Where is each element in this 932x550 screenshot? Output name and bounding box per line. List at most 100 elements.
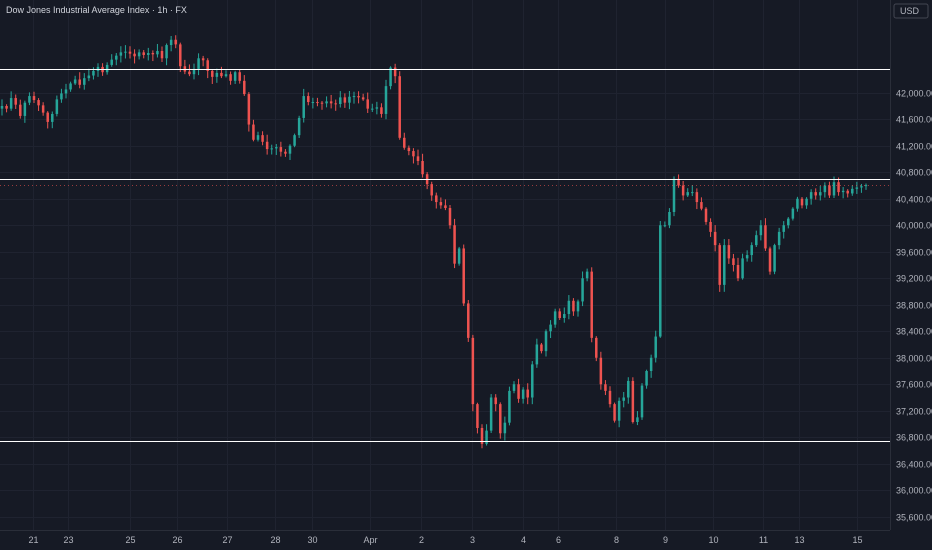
candle-body bbox=[339, 97, 342, 105]
candle bbox=[55, 95, 59, 117]
candle-body bbox=[727, 245, 731, 259]
candle-body bbox=[435, 195, 438, 203]
price-axis[interactable]: 35,600.00 36,000.00 36,400.00 36,800.00 37,2… bbox=[890, 0, 932, 550]
candle-body bbox=[777, 231, 781, 246]
candle-body bbox=[87, 75, 91, 79]
candle-body bbox=[83, 78, 86, 85]
candle bbox=[713, 225, 717, 252]
candle bbox=[14, 94, 17, 109]
candle-body bbox=[60, 93, 63, 100]
candle bbox=[718, 243, 721, 292]
candle-body bbox=[471, 337, 475, 405]
candle bbox=[197, 53, 200, 76]
candle bbox=[416, 149, 420, 166]
candle-body bbox=[700, 202, 703, 209]
candle-body bbox=[768, 248, 772, 272]
candle bbox=[247, 92, 251, 132]
y-tick-label: 39,600.00 bbox=[896, 248, 932, 258]
candle bbox=[608, 386, 612, 408]
y-tick-label: 39,200.00 bbox=[896, 274, 932, 284]
candle bbox=[604, 380, 607, 396]
x-tick-label: 26 bbox=[172, 535, 182, 545]
candle-body bbox=[352, 96, 356, 98]
candle-body bbox=[220, 72, 223, 77]
currency-label: USD bbox=[900, 6, 920, 16]
candle-body bbox=[23, 102, 27, 116]
candle-body bbox=[846, 190, 849, 194]
y-tick-label: 40,400.00 bbox=[896, 195, 932, 205]
candle-body bbox=[791, 208, 795, 219]
candle bbox=[435, 192, 438, 209]
y-tick-label: 36,000.00 bbox=[896, 486, 932, 496]
candle bbox=[860, 183, 863, 193]
horizontal-levels[interactable]: 42,359.6040,702.9236,743.6140,606.3153:5… bbox=[0, 62, 932, 449]
candle-body bbox=[745, 255, 749, 259]
y-tick-label: 41,600.00 bbox=[896, 115, 932, 125]
candle-body bbox=[809, 192, 813, 199]
currency-badge[interactable]: USD bbox=[893, 3, 929, 19]
candle-body bbox=[142, 52, 145, 55]
candle bbox=[51, 111, 54, 129]
candle-body bbox=[686, 192, 689, 196]
candle-body bbox=[265, 141, 269, 150]
candle-body bbox=[393, 67, 397, 77]
candle bbox=[28, 92, 31, 106]
candle bbox=[759, 220, 763, 241]
candle bbox=[613, 402, 616, 423]
candle bbox=[288, 144, 292, 160]
candle-body bbox=[5, 106, 8, 109]
candle-body bbox=[133, 53, 136, 57]
candle bbox=[393, 63, 397, 84]
candle bbox=[645, 369, 648, 389]
x-tick-label: 28 bbox=[270, 535, 280, 545]
candle-body bbox=[46, 112, 49, 122]
candle bbox=[83, 73, 86, 90]
candle bbox=[814, 188, 817, 200]
candle bbox=[663, 221, 667, 228]
candle-body bbox=[361, 97, 365, 100]
candle bbox=[174, 35, 177, 49]
candle bbox=[211, 69, 214, 84]
candle-body bbox=[453, 225, 456, 264]
candle-body bbox=[416, 156, 420, 161]
candle-body bbox=[645, 371, 648, 386]
time-axis[interactable]: 21 23 25 26 27 28 30 Apr 2 3 4 6 8 9 10 11 13 15 bbox=[0, 530, 890, 546]
candle-body bbox=[814, 192, 817, 196]
candle bbox=[352, 91, 356, 104]
candle-body bbox=[832, 182, 836, 196]
candle-body bbox=[41, 105, 45, 113]
candle bbox=[521, 387, 525, 404]
candle-body bbox=[581, 278, 584, 302]
candle bbox=[343, 93, 347, 108]
candle bbox=[823, 182, 827, 198]
y-tick-label: 40,800.00 bbox=[896, 168, 932, 178]
candle bbox=[471, 334, 475, 412]
candle bbox=[796, 196, 799, 212]
candle-body bbox=[800, 198, 804, 206]
candle-body bbox=[672, 178, 676, 212]
candle-body bbox=[380, 107, 383, 114]
candle-body bbox=[659, 225, 662, 337]
candle bbox=[329, 94, 333, 109]
candle bbox=[457, 246, 461, 266]
candle-body bbox=[855, 187, 859, 189]
candle bbox=[672, 176, 676, 217]
candle bbox=[567, 295, 571, 320]
candle bbox=[110, 54, 113, 67]
candle-body bbox=[224, 74, 228, 77]
candle bbox=[828, 181, 831, 198]
candle bbox=[160, 46, 164, 62]
candle-body bbox=[540, 344, 543, 352]
candle-body bbox=[485, 430, 488, 444]
candle-body bbox=[55, 99, 59, 114]
candle-body bbox=[544, 331, 548, 352]
x-tick-label: Apr bbox=[363, 535, 377, 545]
candle bbox=[389, 66, 392, 90]
candle bbox=[375, 101, 379, 115]
x-tick-label: 27 bbox=[222, 535, 232, 545]
candle-body bbox=[723, 245, 726, 285]
candle bbox=[736, 257, 740, 282]
candle bbox=[549, 320, 552, 339]
